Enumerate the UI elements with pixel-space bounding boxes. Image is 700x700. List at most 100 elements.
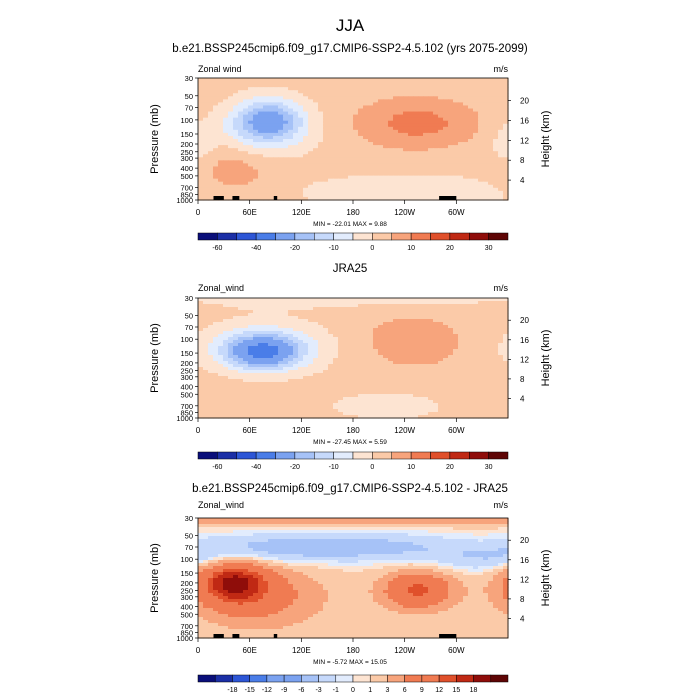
- field-cell: [223, 84, 229, 88]
- field-cell: [378, 394, 384, 398]
- field-cell: [438, 364, 444, 368]
- field-cell: [283, 108, 289, 113]
- field-cell: [498, 102, 504, 107]
- field-cell: [258, 388, 264, 392]
- field-cell: [223, 196, 229, 201]
- field-cell: [463, 126, 469, 131]
- field-cell: [433, 403, 439, 407]
- field-cell: [448, 352, 454, 356]
- field-cell: [303, 412, 309, 416]
- field-cell: [318, 313, 324, 317]
- panel-1: b.e21.BSSP245cmip6.f09_g17.CMIP6-SSP2-4.…: [149, 43, 552, 252]
- field-cell: [293, 142, 299, 146]
- field-cell: [213, 367, 219, 371]
- field-cell: [373, 334, 379, 338]
- field-cell: [408, 81, 414, 85]
- field-cell: [478, 400, 484, 404]
- field-cell: [468, 148, 474, 152]
- field-cell: [393, 172, 399, 177]
- field-cell: [308, 148, 314, 152]
- field-cell: [208, 178, 214, 183]
- field-cell: [473, 166, 479, 171]
- field-cell: [313, 96, 319, 100]
- field-cell: [383, 78, 389, 82]
- field-cell: [283, 352, 289, 356]
- field-cell: [283, 93, 289, 97]
- field-cell: [448, 99, 454, 103]
- field-cell: [353, 117, 359, 122]
- field-cell: [428, 154, 434, 158]
- field-cell: [248, 412, 254, 416]
- field-cell: [368, 394, 374, 398]
- field-cell: [498, 148, 504, 152]
- field-cell: [378, 172, 384, 177]
- field-cell: [258, 337, 264, 341]
- field-cell: [253, 310, 259, 314]
- field-cell: [448, 319, 454, 323]
- field-cell: [378, 367, 384, 371]
- field-cell: [293, 163, 299, 168]
- field-cell: [438, 105, 444, 110]
- field-cell: [343, 151, 349, 155]
- field-cell: [203, 358, 209, 362]
- field-cell: [303, 346, 309, 350]
- field-cell: [208, 163, 214, 168]
- field-cell: [433, 331, 439, 335]
- field-cell: [243, 81, 249, 85]
- field-cell: [288, 193, 294, 198]
- y2-tick-label: 4: [520, 176, 525, 185]
- field-cell: [403, 370, 409, 374]
- field-cell: [218, 340, 224, 344]
- field-cell: [213, 301, 219, 305]
- field-cell: [298, 355, 304, 359]
- field-cell: [423, 145, 429, 149]
- field-cell: [293, 184, 299, 189]
- field-cell: [233, 310, 239, 314]
- field-cell: [313, 105, 319, 110]
- field-cell: [468, 331, 474, 335]
- field-cell: [488, 102, 494, 107]
- field-cell: [203, 148, 209, 152]
- field-cell: [278, 403, 284, 407]
- field-cell: [428, 93, 434, 97]
- field-cell: [213, 319, 219, 323]
- field-cell: [298, 102, 304, 107]
- field-cell: [388, 196, 394, 201]
- field-cell: [248, 105, 254, 110]
- field-cell: [423, 307, 429, 311]
- field-cell: [428, 151, 434, 155]
- field-cell: [208, 415, 214, 419]
- field-cell: [408, 337, 414, 341]
- field-cell: [298, 343, 304, 347]
- field-cell: [233, 370, 239, 374]
- field-cell: [503, 364, 509, 368]
- field-cell: [503, 367, 509, 371]
- field-cell: [273, 123, 279, 128]
- field-cell: [238, 187, 244, 192]
- field-cell: [343, 102, 349, 107]
- field-cell: [268, 81, 274, 85]
- field-cell: [423, 298, 429, 302]
- field-cell: [228, 78, 234, 82]
- field-cell: [363, 304, 369, 308]
- field-cell: [353, 178, 359, 183]
- field-cell: [393, 126, 399, 131]
- field-cell: [248, 382, 254, 386]
- field-cell: [323, 346, 329, 350]
- field-cell: [438, 361, 444, 365]
- field-cell: [343, 304, 349, 308]
- field-cell: [263, 123, 269, 128]
- field-cell: [423, 394, 429, 398]
- field-cell: [248, 385, 254, 389]
- field-cell: [383, 343, 389, 347]
- field-cell: [503, 409, 509, 413]
- field-cell: [413, 90, 419, 94]
- field-cell: [358, 169, 364, 174]
- field-cell: [278, 145, 284, 149]
- field-cell: [388, 181, 394, 186]
- field-cell: [488, 355, 494, 359]
- field-cell: [343, 117, 349, 122]
- field-cell: [503, 388, 509, 392]
- field-cell: [303, 126, 309, 131]
